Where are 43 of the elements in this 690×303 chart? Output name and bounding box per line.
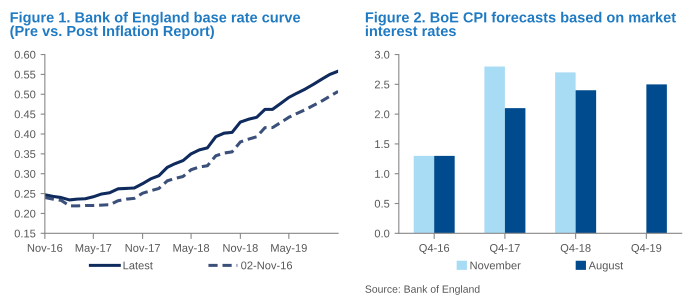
line-series xyxy=(44,70,338,202)
y-tick-label: 2.0 xyxy=(374,110,390,118)
x-tick-label: May-17 xyxy=(76,244,112,254)
x-tick-label: Nov-16 xyxy=(28,244,62,252)
legend-label: Latest xyxy=(124,262,153,270)
x-tick-label: May-18 xyxy=(173,244,210,254)
y-tick-label: 0.25 xyxy=(14,190,36,198)
x-tick-label: Nov-18 xyxy=(223,244,258,252)
y-tick-label: 3.0 xyxy=(374,50,390,59)
y-tick-label: 0.20 xyxy=(14,210,36,218)
y-tick-label: 0.5 xyxy=(374,200,390,208)
x-tick-label: Nov-17 xyxy=(126,244,160,252)
legend-label: August xyxy=(588,262,624,272)
legend-label: 02-Nov-16 xyxy=(241,261,292,270)
bar xyxy=(555,72,576,234)
y-tick-label: 0.60 xyxy=(14,50,36,59)
x-tick-label: Q4-16 xyxy=(419,244,450,254)
x-tick-label: May-19 xyxy=(271,244,307,254)
bar xyxy=(434,156,455,234)
y-tick-label: 0.30 xyxy=(14,170,36,178)
chart-title: Figure 1. Bank of England base rate curve (Pre vs. Post Inflation Report) xyxy=(10,12,300,40)
legend-label: November xyxy=(470,261,521,270)
y-tick-label: 0.40 xyxy=(14,130,36,138)
y-tick-label: 0.15 xyxy=(14,230,36,238)
y-tick-label: 0.55 xyxy=(14,70,36,79)
x-tick-label: Q4-18 xyxy=(560,244,591,254)
bar xyxy=(504,108,526,234)
y-tick-label: 0.0 xyxy=(374,230,390,238)
y-tick-label: 0.50 xyxy=(14,90,36,98)
source-note: Source: Bank of England xyxy=(365,285,480,295)
y-tick-label: 0.45 xyxy=(14,110,36,118)
line-series xyxy=(44,90,338,208)
y-tick-label: 1.0 xyxy=(375,170,390,178)
bar xyxy=(576,90,596,234)
bar xyxy=(484,66,505,234)
bar xyxy=(646,84,667,234)
bar xyxy=(414,156,434,234)
x-tick-label: Q4-19 xyxy=(631,244,662,254)
x-tick-label: Q4-17 xyxy=(490,244,520,254)
chart-title: Figure 2. BoE CPI forecasts based on market interest rates xyxy=(366,12,676,36)
y-tick-label: 2.5 xyxy=(374,80,390,88)
y-tick-label: 1.5 xyxy=(375,140,390,148)
y-tick-label: 0.35 xyxy=(14,150,36,158)
